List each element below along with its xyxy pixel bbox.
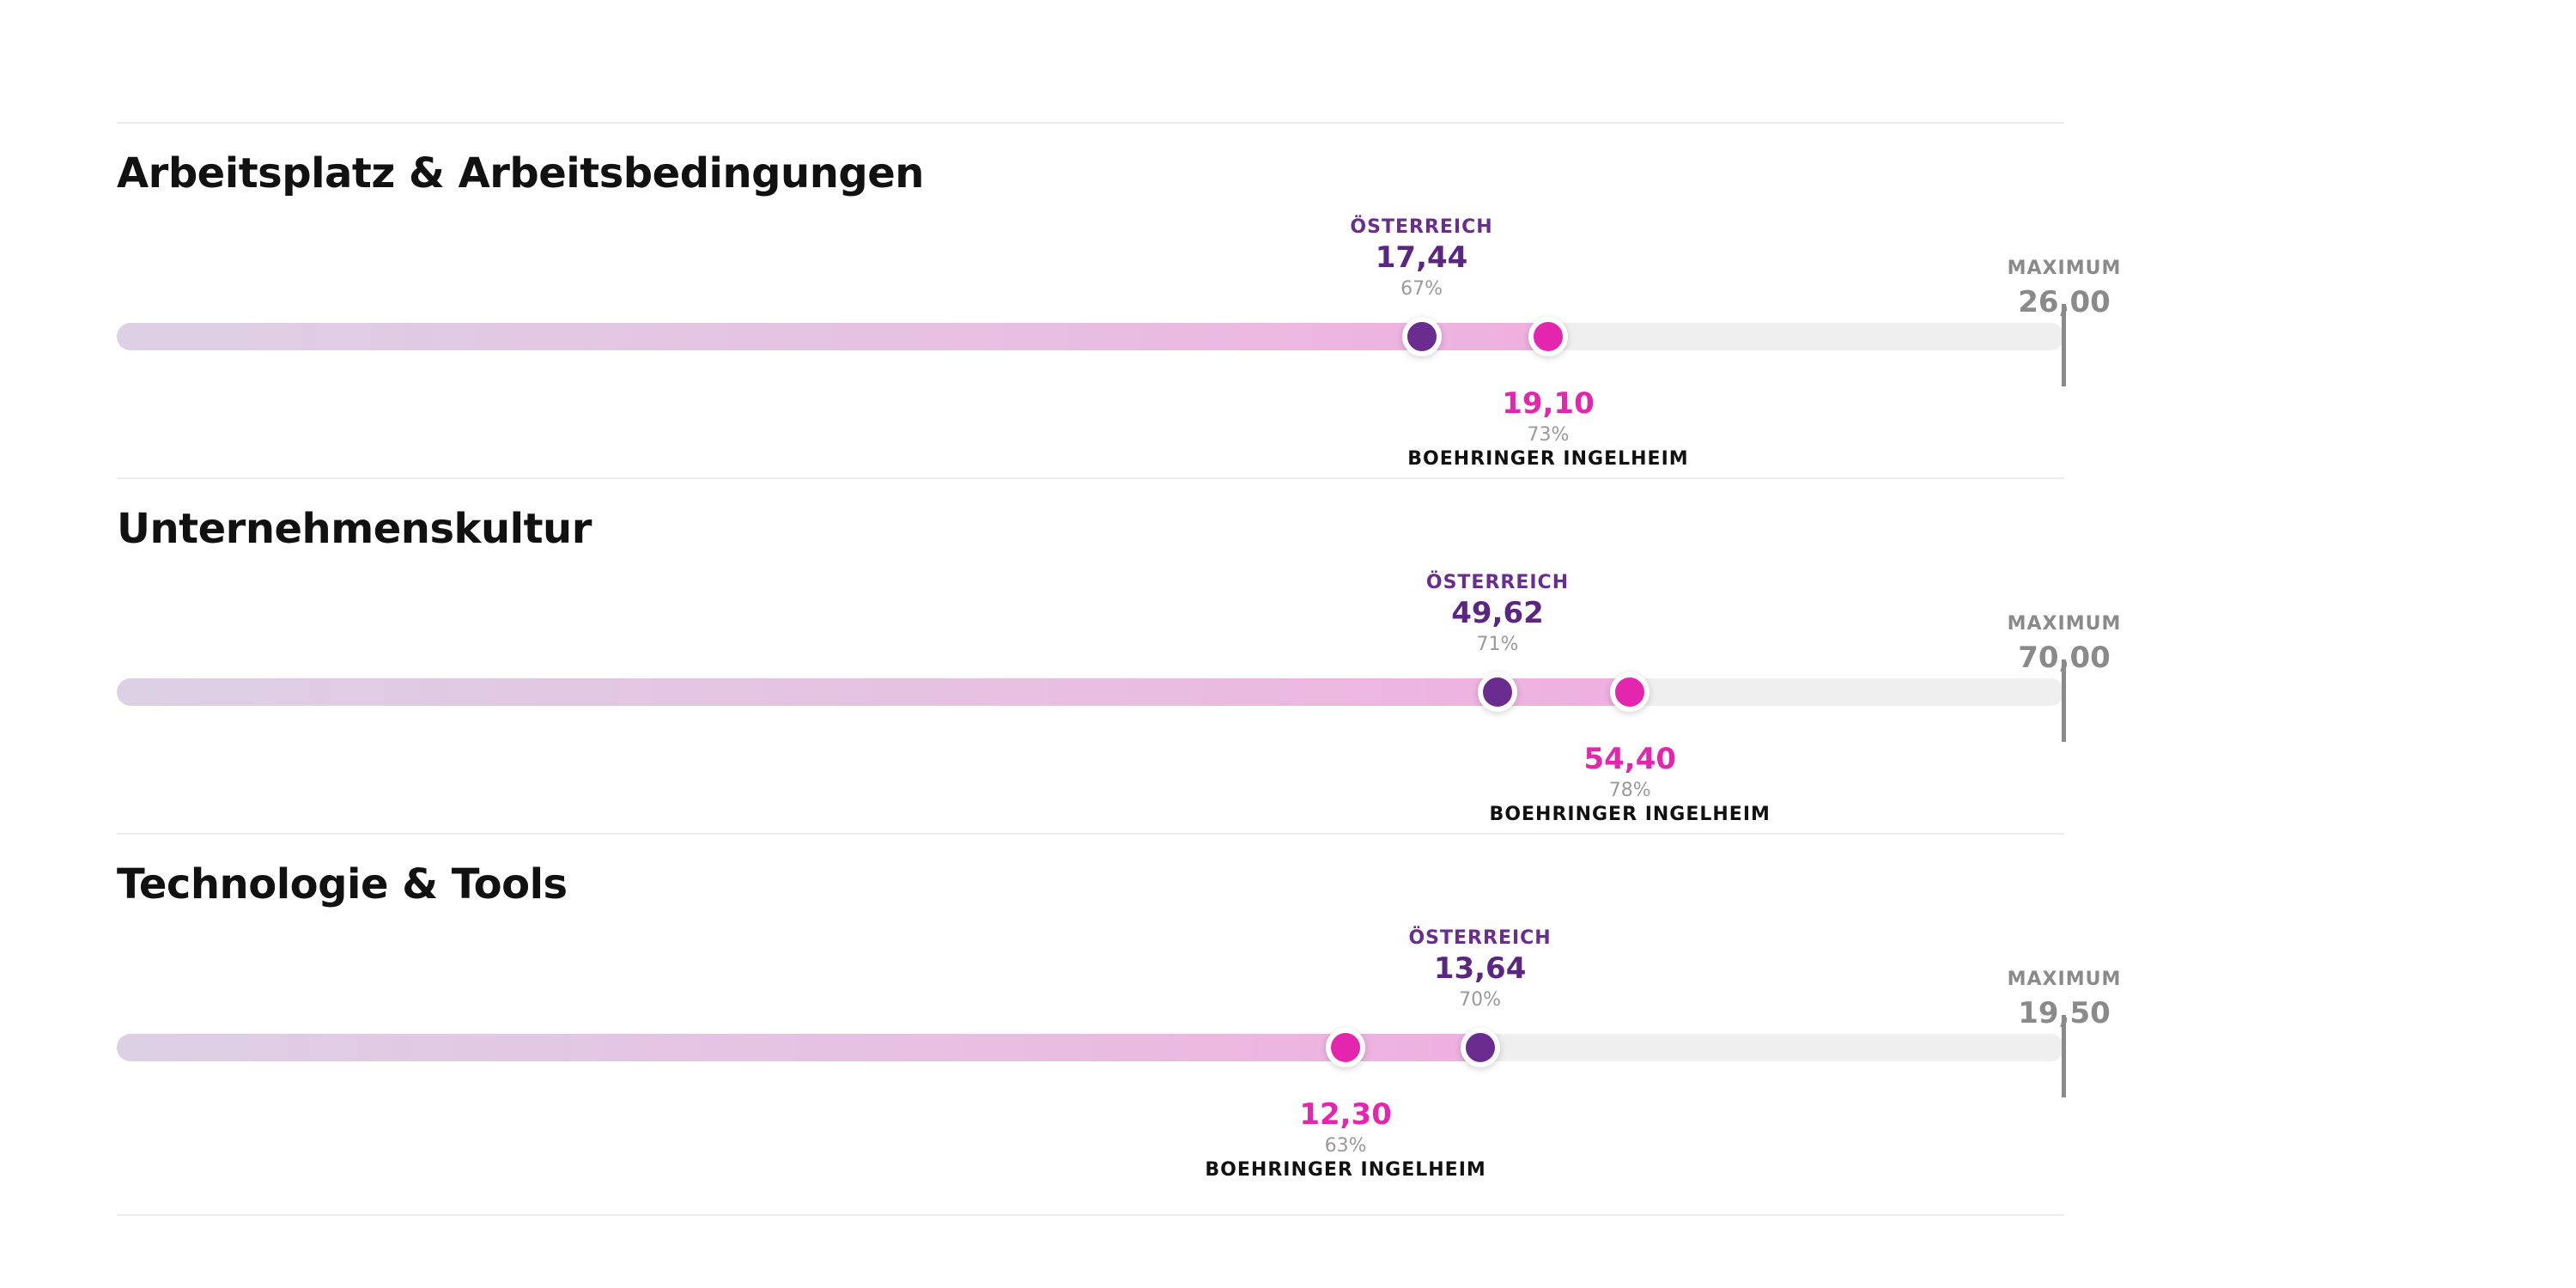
- maximum-line: [2062, 659, 2066, 742]
- score-fill: [117, 1034, 1480, 1061]
- austria-marker[interactable]: [1401, 317, 1442, 356]
- company-percent: 78%: [1608, 780, 1651, 801]
- section-divider: [117, 833, 2064, 835]
- company-marker[interactable]: [1528, 317, 1568, 356]
- company-value: 54,40: [1583, 742, 1677, 776]
- comparison-section-1: Arbeitsplatz & Arbeitsbedingungen ÖSTERR…: [0, 122, 2576, 477]
- company-value: 12,30: [1299, 1097, 1392, 1132]
- austria-value: 49,62: [1451, 596, 1544, 630]
- section-title: Unternehmenskultur: [117, 505, 592, 553]
- section-title: Technologie & Tools: [117, 860, 568, 908]
- company-marker[interactable]: [1326, 1028, 1366, 1067]
- section-divider: [117, 477, 2064, 479]
- austria-label: ÖSTERREICH: [1408, 927, 1552, 949]
- maximum-line: [2062, 304, 2066, 386]
- company-percent: 73%: [1527, 424, 1570, 446]
- company-label: BOEHRINGER INGELHEIM: [1407, 448, 1689, 470]
- maximum-label: MAXIMUM: [2007, 969, 2122, 990]
- score-fill: [117, 323, 1548, 350]
- austria-value: 17,44: [1375, 240, 1468, 275]
- austria-marker[interactable]: [1478, 672, 1517, 712]
- maximum-label: MAXIMUM: [2007, 258, 2122, 279]
- austria-percent: 71%: [1476, 634, 1519, 655]
- austria-label: ÖSTERREICH: [1425, 572, 1570, 593]
- company-percent: 63%: [1324, 1135, 1367, 1157]
- section-title: Arbeitsplatz & Arbeitsbedingungen: [117, 149, 924, 197]
- austria-percent: 70%: [1459, 989, 1502, 1011]
- austria-value: 13,64: [1433, 951, 1527, 986]
- austria-label: ÖSTERREICH: [1350, 216, 1493, 238]
- score-track: [117, 1034, 2064, 1061]
- company-label: BOEHRINGER INGELHEIM: [1489, 804, 1771, 825]
- score-fill: [117, 678, 1631, 706]
- comparison-section-2: Unternehmenskultur ÖSTERREICH 49,62 71% …: [0, 477, 2576, 833]
- company-label: BOEHRINGER INGELHEIM: [1205, 1159, 1486, 1181]
- score-track: [117, 678, 2064, 706]
- maximum-label: MAXIMUM: [2007, 613, 2122, 635]
- austria-marker[interactable]: [1460, 1028, 1500, 1067]
- bottom-divider: [117, 1214, 2064, 1216]
- company-marker[interactable]: [1610, 672, 1650, 712]
- section-divider: [117, 122, 2064, 124]
- score-track: [117, 323, 2064, 350]
- maximum-line: [2062, 1015, 2066, 1097]
- austria-percent: 67%: [1400, 278, 1443, 300]
- company-value: 19,10: [1502, 386, 1595, 421]
- comparison-section-3: Technologie & Tools ÖSTERREICH 13,64 70%…: [0, 833, 2576, 1188]
